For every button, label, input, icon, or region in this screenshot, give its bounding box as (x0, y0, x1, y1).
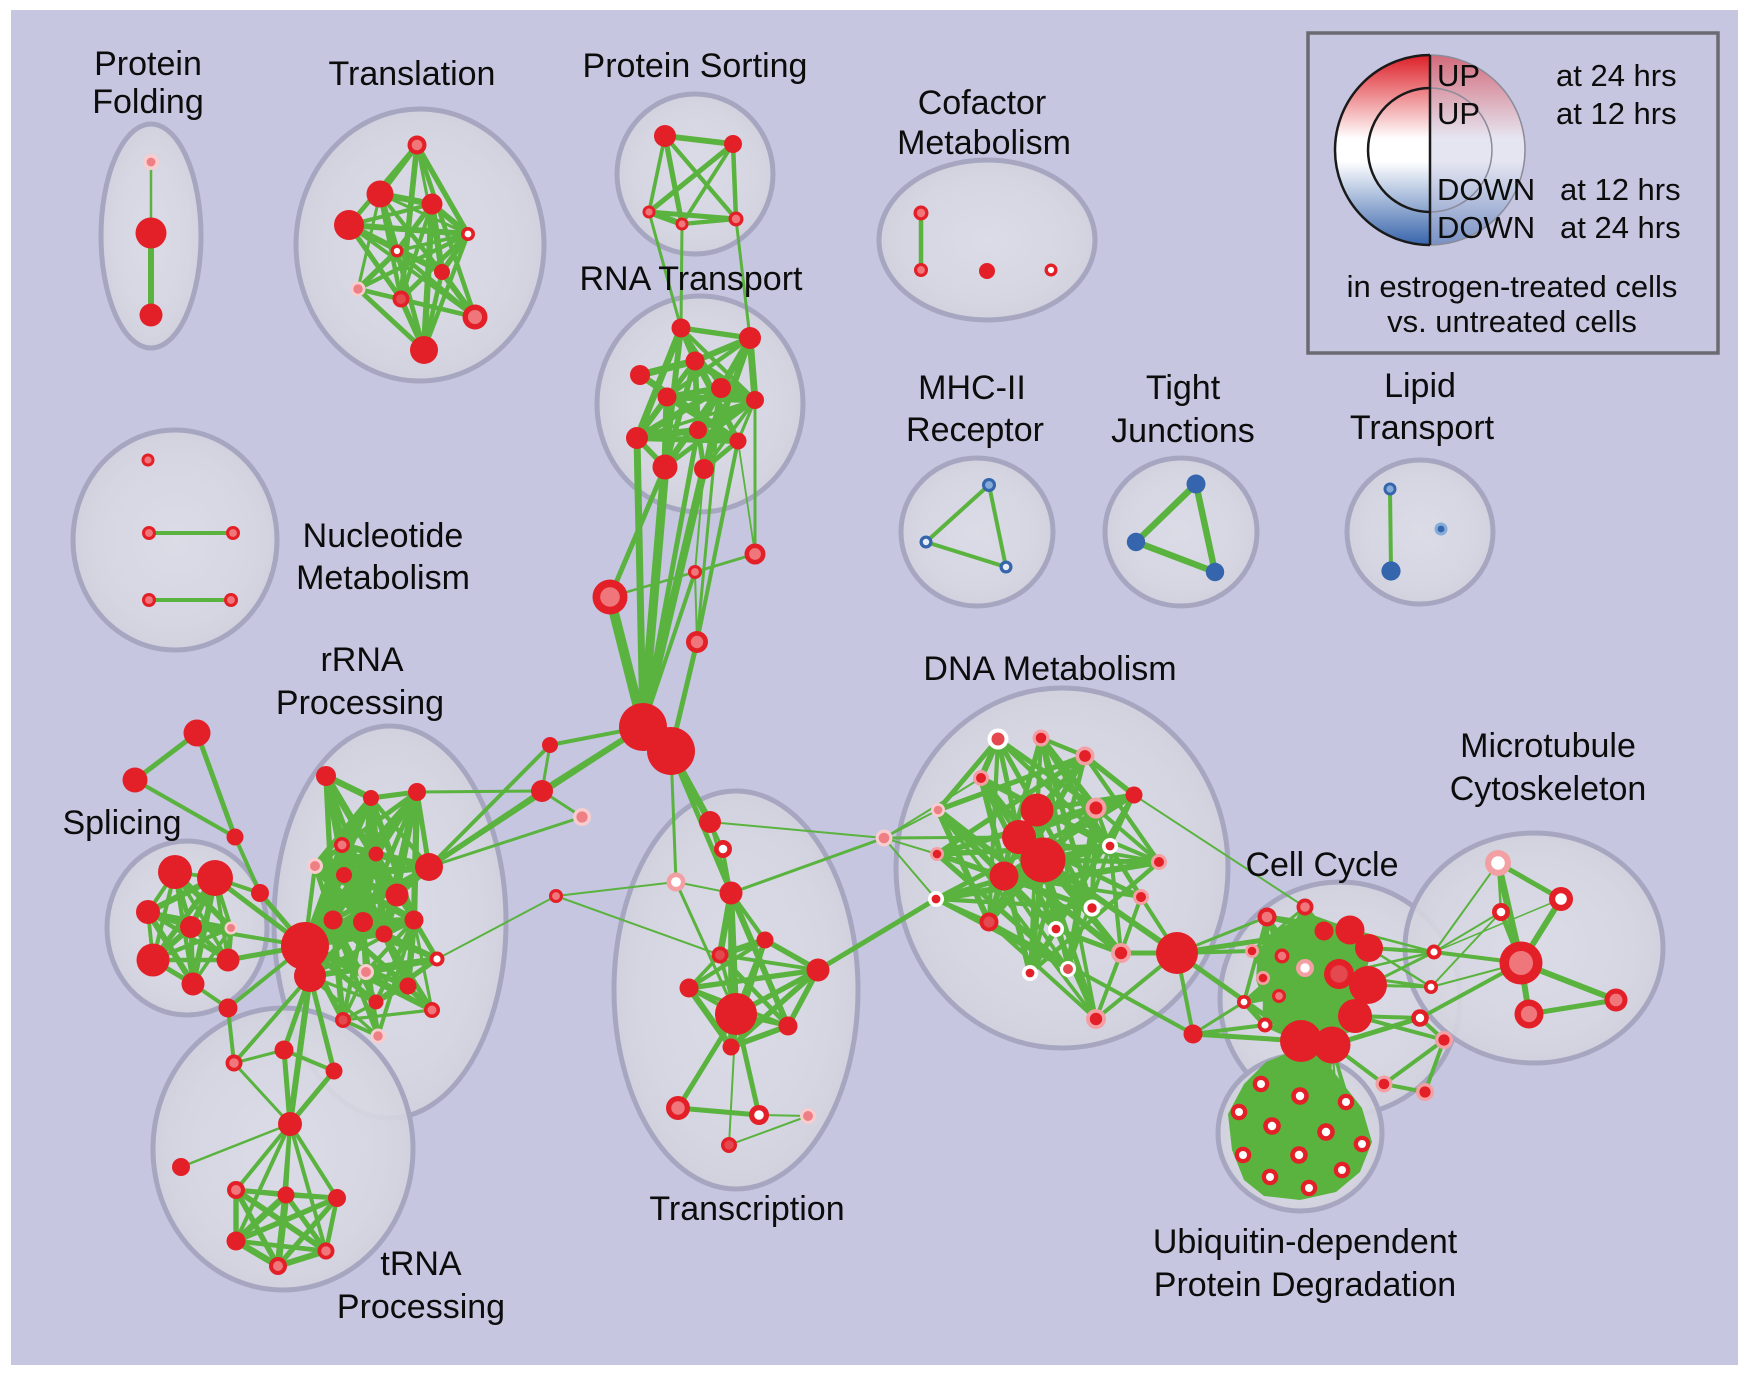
svg-text:at 12 hrs: at 12 hrs (1556, 96, 1677, 131)
svg-text:DNA Metabolism: DNA Metabolism (923, 650, 1176, 688)
svg-text:Metabolism: Metabolism (296, 559, 470, 597)
svg-text:rRNA: rRNA (320, 641, 403, 679)
svg-text:Processing: Processing (337, 1288, 505, 1326)
svg-text:Cofactor: Cofactor (918, 84, 1047, 122)
svg-text:DOWN: DOWN (1437, 172, 1535, 207)
svg-text:Receptor: Receptor (906, 411, 1044, 449)
svg-text:Protein Degradation: Protein Degradation (1154, 1266, 1456, 1304)
svg-text:Cytoskeleton: Cytoskeleton (1450, 770, 1647, 808)
svg-text:RNA Transport: RNA Transport (580, 260, 804, 298)
svg-text:DOWN: DOWN (1437, 210, 1535, 245)
svg-text:tRNA: tRNA (380, 1245, 462, 1283)
svg-text:at 12 hrs: at 12 hrs (1560, 172, 1681, 207)
svg-text:MHC-II: MHC-II (918, 369, 1026, 407)
svg-text:Metabolism: Metabolism (897, 124, 1071, 162)
svg-text:Transcription: Transcription (649, 1190, 844, 1228)
svg-text:Processing: Processing (276, 684, 444, 722)
svg-text:Lipid: Lipid (1384, 367, 1456, 405)
svg-text:Translation: Translation (329, 55, 496, 93)
svg-text:in estrogen-treated cells: in estrogen-treated cells (1347, 269, 1678, 304)
svg-text:vs. untreated cells: vs. untreated cells (1387, 304, 1637, 339)
svg-text:Transport: Transport (1350, 409, 1495, 447)
svg-text:Cell Cycle: Cell Cycle (1245, 846, 1398, 884)
svg-text:Tight: Tight (1146, 369, 1221, 407)
svg-text:Microtubule: Microtubule (1460, 727, 1636, 765)
svg-text:Protein: Protein (94, 45, 202, 83)
svg-text:Ubiquitin-dependent: Ubiquitin-dependent (1153, 1223, 1458, 1261)
svg-text:Splicing: Splicing (62, 804, 181, 842)
svg-text:at 24 hrs: at 24 hrs (1556, 58, 1677, 93)
svg-text:Nucleotide: Nucleotide (303, 517, 464, 555)
svg-text:UP: UP (1437, 96, 1480, 131)
svg-text:Protein Sorting: Protein Sorting (583, 47, 808, 85)
svg-text:at 24 hrs: at 24 hrs (1560, 210, 1681, 245)
svg-text:Folding: Folding (92, 83, 204, 121)
svg-text:UP: UP (1437, 58, 1480, 93)
svg-text:Junctions: Junctions (1111, 412, 1255, 450)
